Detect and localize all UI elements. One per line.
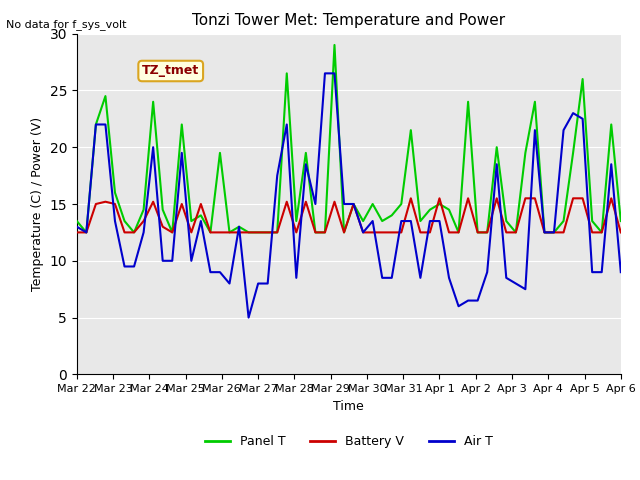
Legend: Panel T, Battery V, Air T: Panel T, Battery V, Air T bbox=[200, 431, 498, 453]
X-axis label: Time: Time bbox=[333, 400, 364, 413]
Text: No data for f_sys_volt: No data for f_sys_volt bbox=[6, 19, 127, 30]
Y-axis label: Temperature (C) / Power (V): Temperature (C) / Power (V) bbox=[31, 117, 44, 291]
Title: Tonzi Tower Met: Temperature and Power: Tonzi Tower Met: Temperature and Power bbox=[192, 13, 506, 28]
Text: TZ_tmet: TZ_tmet bbox=[142, 64, 199, 77]
